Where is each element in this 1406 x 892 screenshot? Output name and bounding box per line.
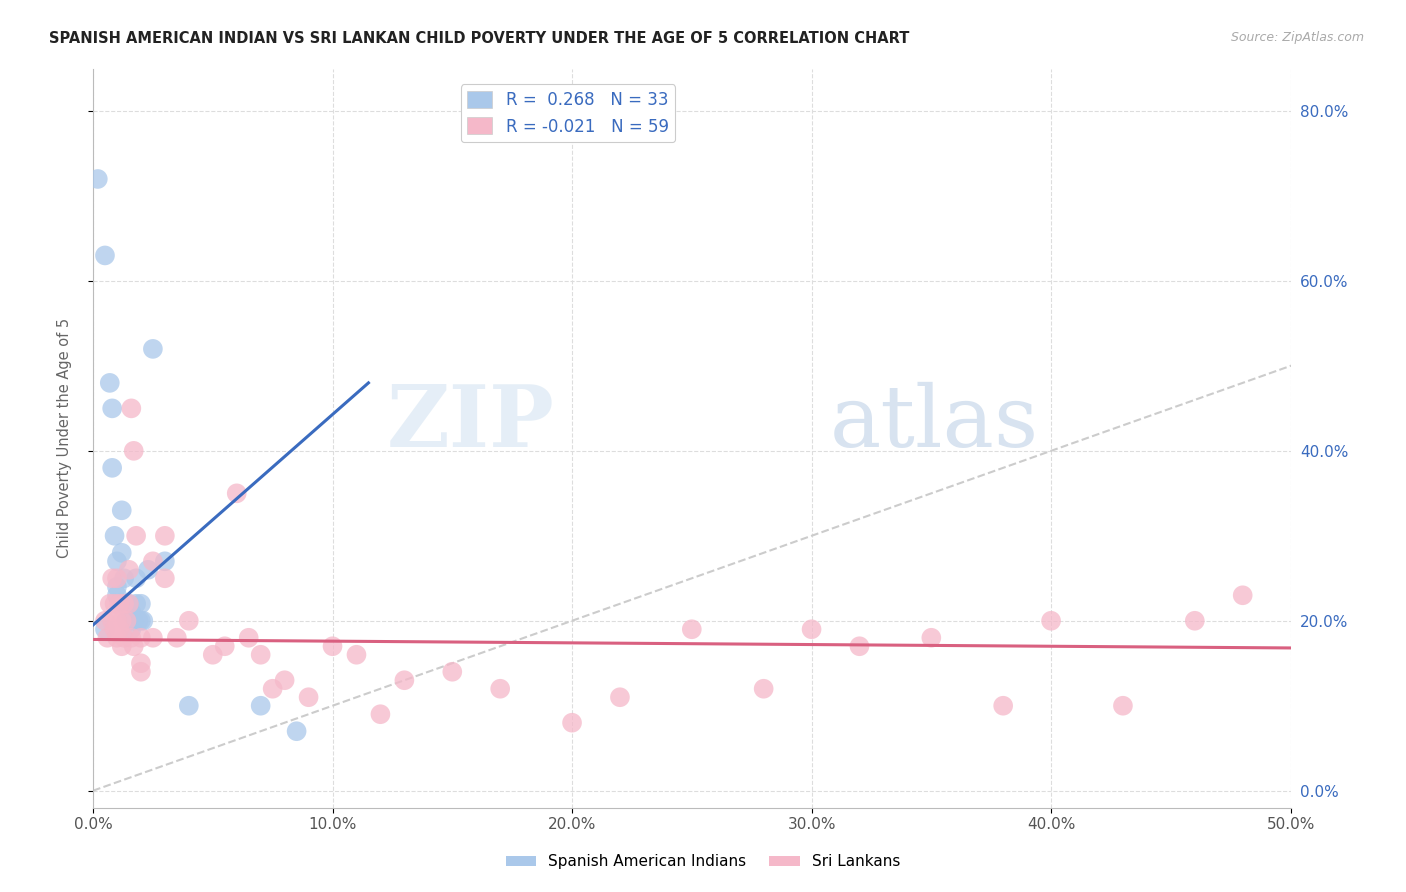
Point	[166, 631, 188, 645]
Point	[136, 563, 159, 577]
Text: Source: ZipAtlas.com: Source: ZipAtlas.com	[1230, 31, 1364, 45]
Point	[105, 554, 128, 568]
Point	[142, 554, 165, 568]
Point	[112, 597, 135, 611]
Point	[120, 622, 142, 636]
Point	[1112, 698, 1135, 713]
Point	[111, 614, 134, 628]
Text: atlas: atlas	[830, 382, 1039, 465]
Point	[177, 614, 200, 628]
Point	[297, 690, 319, 705]
Point	[273, 673, 295, 688]
Point	[285, 724, 308, 739]
Point	[609, 690, 631, 705]
Point	[441, 665, 464, 679]
Point	[103, 622, 125, 636]
Point	[1184, 614, 1206, 628]
Point	[128, 614, 150, 628]
Point	[561, 715, 583, 730]
Point	[346, 648, 368, 662]
Point	[112, 571, 135, 585]
Point	[129, 665, 152, 679]
Point	[118, 614, 141, 628]
Point	[122, 443, 145, 458]
Point	[394, 673, 416, 688]
Point	[129, 631, 152, 645]
Point	[120, 631, 142, 645]
Point	[105, 614, 128, 628]
Point	[118, 597, 141, 611]
Point	[122, 639, 145, 653]
Point	[94, 248, 117, 262]
Point	[105, 571, 128, 585]
Point	[111, 503, 134, 517]
Point	[129, 657, 152, 671]
Legend: Spanish American Indians, Sri Lankans: Spanish American Indians, Sri Lankans	[499, 848, 907, 875]
Point	[115, 597, 138, 611]
Point	[108, 622, 131, 636]
Point	[105, 588, 128, 602]
Point	[201, 648, 224, 662]
Point	[94, 614, 117, 628]
Text: SPANISH AMERICAN INDIAN VS SRI LANKAN CHILD POVERTY UNDER THE AGE OF 5 CORRELATI: SPANISH AMERICAN INDIAN VS SRI LANKAN CH…	[49, 31, 910, 46]
Point	[103, 597, 125, 611]
Point	[848, 639, 870, 653]
Point	[125, 571, 148, 585]
Point	[920, 631, 942, 645]
Point	[262, 681, 284, 696]
Point	[115, 614, 138, 628]
Point	[101, 460, 124, 475]
Point	[118, 597, 141, 611]
Point	[225, 486, 247, 500]
Point	[132, 614, 155, 628]
Point	[249, 698, 271, 713]
Point	[238, 631, 260, 645]
Point	[752, 681, 775, 696]
Point	[681, 622, 703, 636]
Point	[115, 614, 138, 628]
Point	[370, 707, 392, 722]
Point	[153, 554, 176, 568]
Point	[153, 571, 176, 585]
Point	[1232, 588, 1254, 602]
Point	[120, 605, 142, 619]
Point	[489, 681, 512, 696]
Point	[101, 571, 124, 585]
Point	[214, 639, 236, 653]
Point	[111, 546, 134, 560]
Point	[111, 639, 134, 653]
Point	[101, 401, 124, 416]
Point	[129, 614, 152, 628]
Point	[142, 631, 165, 645]
Point	[94, 622, 117, 636]
Point	[98, 376, 121, 390]
Point	[177, 698, 200, 713]
Point	[322, 639, 344, 653]
Point	[105, 580, 128, 594]
Point	[112, 631, 135, 645]
Point	[122, 614, 145, 628]
Point	[118, 563, 141, 577]
Point	[87, 172, 110, 186]
Point	[142, 342, 165, 356]
Point	[153, 529, 176, 543]
Point	[125, 529, 148, 543]
Y-axis label: Child Poverty Under the Age of 5: Child Poverty Under the Age of 5	[58, 318, 72, 558]
Legend: R =  0.268   N = 33, R = -0.021   N = 59: R = 0.268 N = 33, R = -0.021 N = 59	[461, 84, 675, 142]
Point	[125, 597, 148, 611]
Point	[96, 631, 118, 645]
Point	[120, 401, 142, 416]
Point	[800, 622, 823, 636]
Point	[108, 597, 131, 611]
Point	[98, 597, 121, 611]
Text: ZIP: ZIP	[387, 381, 554, 466]
Point	[103, 529, 125, 543]
Point	[101, 614, 124, 628]
Point	[129, 597, 152, 611]
Point	[112, 597, 135, 611]
Point	[249, 648, 271, 662]
Point	[1040, 614, 1063, 628]
Point	[991, 698, 1014, 713]
Point	[105, 631, 128, 645]
